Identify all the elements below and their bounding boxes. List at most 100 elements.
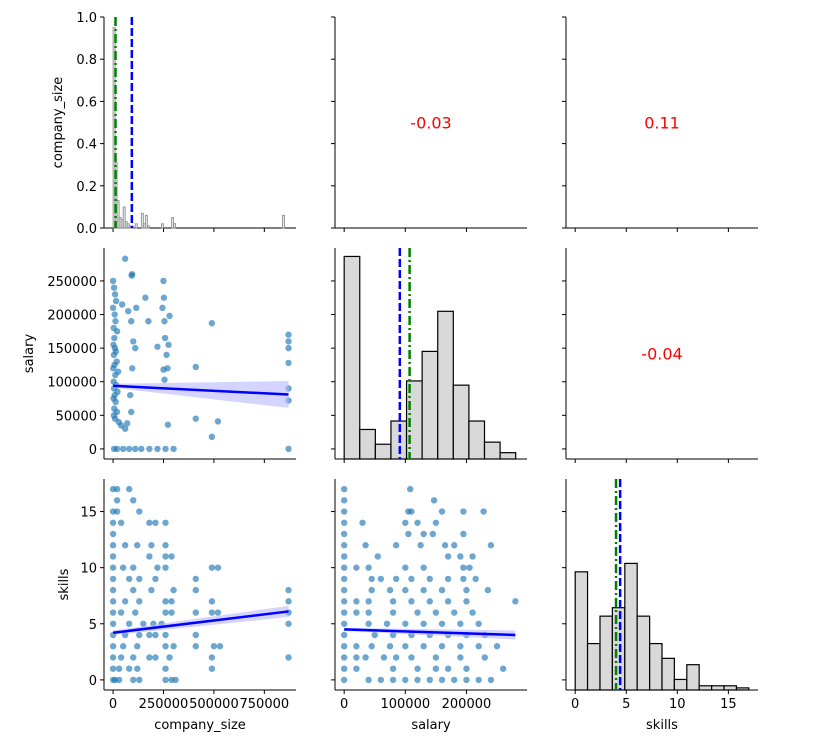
histogram-bar xyxy=(437,310,454,460)
scatter-point xyxy=(460,575,467,583)
scatter-point xyxy=(109,530,117,538)
scatter-point xyxy=(128,272,135,279)
scatter-point xyxy=(408,654,415,661)
scatter-point xyxy=(512,598,519,605)
scatter-point xyxy=(163,351,170,359)
histogram-bar xyxy=(173,223,176,229)
scatter-point xyxy=(285,331,292,338)
histogram-bar xyxy=(468,420,486,460)
scatter-point xyxy=(128,408,135,416)
scatter-point xyxy=(109,564,117,571)
scatter-point xyxy=(340,497,348,504)
scatter-point xyxy=(480,508,487,515)
scatter-point xyxy=(353,654,360,661)
scatter-point xyxy=(111,334,118,342)
scatter-point xyxy=(371,631,378,639)
histogram-bar xyxy=(171,217,174,229)
scatter-point xyxy=(161,318,168,325)
scatter-point xyxy=(340,631,348,639)
scatter-point xyxy=(340,609,348,616)
scatter-point xyxy=(162,609,169,616)
scatter-point xyxy=(460,530,467,538)
scatter-point xyxy=(386,586,394,594)
scatter-point xyxy=(408,598,415,605)
histogram-bar xyxy=(116,200,120,229)
scatter-point xyxy=(119,445,127,453)
scatter-point xyxy=(129,365,136,372)
histogram-bar xyxy=(374,443,392,460)
y-tick-label: 0.6 xyxy=(76,95,97,110)
scatter-point xyxy=(432,519,440,526)
scatter-point xyxy=(420,620,427,627)
scatter-point xyxy=(402,564,409,571)
scatter-point xyxy=(463,665,470,672)
scatter-point xyxy=(430,497,438,504)
scatter-point xyxy=(111,311,118,318)
scatter-point xyxy=(162,676,169,684)
scatter-point xyxy=(111,291,119,298)
scatter-point xyxy=(130,564,137,571)
histogram-bar xyxy=(735,687,750,691)
scatter-point xyxy=(285,445,292,453)
scatter-point xyxy=(285,338,292,345)
scatter-point xyxy=(402,643,409,650)
scatter-point xyxy=(130,676,137,684)
scatter-point xyxy=(109,575,117,583)
scatter-point xyxy=(432,665,440,672)
scatter-point xyxy=(154,343,161,350)
scatter-point xyxy=(340,553,348,560)
histogram-bar xyxy=(122,206,126,229)
scatter-point xyxy=(113,328,121,335)
scatter-point xyxy=(389,609,397,616)
histogram-bar xyxy=(134,223,138,229)
scatter-point xyxy=(353,564,360,571)
scatter-point xyxy=(214,609,222,616)
scatter-point xyxy=(457,643,464,650)
histogram-bar xyxy=(161,223,164,229)
scatter-point xyxy=(451,609,458,616)
histogram-bar xyxy=(649,642,663,691)
scatter-point xyxy=(146,631,153,639)
histogram-bar xyxy=(586,642,601,691)
y-tick-label: 0.4 xyxy=(76,138,97,153)
panel-skills-vs-salary xyxy=(331,479,527,694)
scatter-point xyxy=(451,542,458,549)
scatter-point xyxy=(353,643,360,650)
scatter-point xyxy=(170,643,177,650)
scatter-point xyxy=(402,620,409,627)
scatter-point xyxy=(362,542,369,549)
scatter-point xyxy=(389,676,397,684)
scatter-point xyxy=(192,363,199,371)
scatter-point xyxy=(136,676,143,684)
histogram-bar xyxy=(144,214,148,229)
histogram-bar xyxy=(698,685,713,691)
histogram-bar xyxy=(483,441,501,460)
scatter-point xyxy=(359,519,366,526)
scatter-point xyxy=(145,318,152,325)
scatter-point xyxy=(168,553,175,560)
scatter-point xyxy=(469,553,476,560)
scatter-point xyxy=(162,519,169,526)
scatter-point xyxy=(119,643,127,650)
scatter-point xyxy=(441,542,449,549)
scatter-point xyxy=(208,564,216,571)
y-tick-label: 5 xyxy=(89,618,97,633)
regression-line xyxy=(344,628,516,637)
scatter-point xyxy=(438,508,446,515)
scatter-point xyxy=(109,304,117,312)
x-axis-label-salary: salary xyxy=(411,718,451,733)
scatter-point xyxy=(340,542,348,549)
scatter-point xyxy=(481,654,489,661)
scatter-point xyxy=(214,418,222,425)
scatter-point xyxy=(170,445,177,453)
scatter-point xyxy=(216,643,224,650)
y-tick-label: 0 xyxy=(89,674,97,689)
scatter-point xyxy=(136,508,143,515)
scatter-point xyxy=(154,564,161,571)
scatter-point xyxy=(208,598,216,605)
scatter-point xyxy=(340,485,348,493)
scatter-point xyxy=(109,519,117,526)
histogram-bar xyxy=(499,452,517,460)
scatter-point xyxy=(112,398,119,406)
correlation-value: -0.04 xyxy=(641,345,682,364)
